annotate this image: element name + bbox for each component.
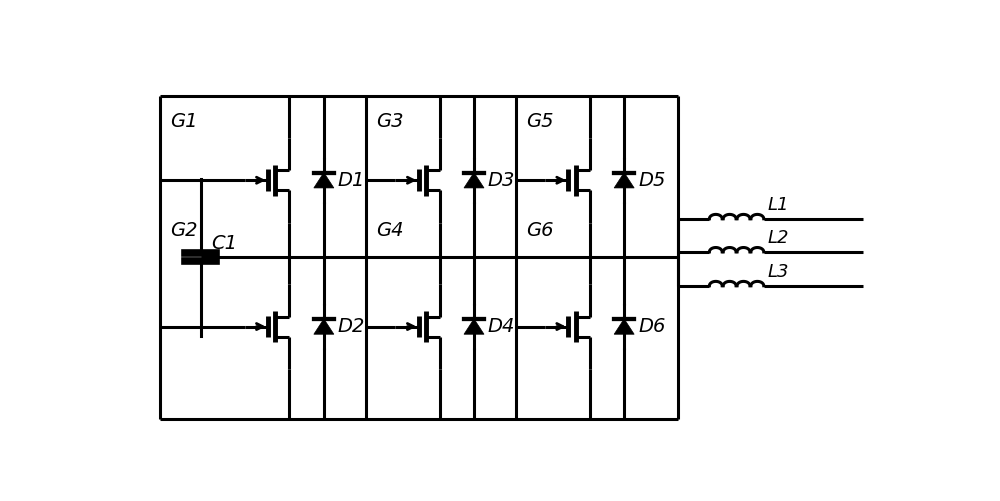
Text: D5: D5: [638, 171, 665, 190]
Text: G1: G1: [170, 113, 197, 131]
Text: G2: G2: [170, 221, 197, 240]
Text: D6: D6: [638, 317, 665, 336]
Text: G5: G5: [526, 113, 554, 131]
Text: C1: C1: [211, 234, 237, 253]
Text: D4: D4: [488, 317, 515, 336]
Polygon shape: [314, 172, 334, 188]
Polygon shape: [314, 319, 334, 334]
Text: G6: G6: [526, 221, 554, 240]
Text: L1: L1: [767, 196, 789, 214]
Polygon shape: [614, 172, 634, 188]
Polygon shape: [464, 319, 484, 334]
Text: D1: D1: [338, 171, 365, 190]
Text: D2: D2: [338, 317, 365, 336]
Polygon shape: [464, 172, 484, 188]
Text: G3: G3: [376, 113, 404, 131]
Text: D3: D3: [488, 171, 515, 190]
Polygon shape: [614, 319, 634, 334]
Text: L2: L2: [767, 229, 789, 247]
Text: L3: L3: [767, 263, 789, 281]
Text: G4: G4: [376, 221, 404, 240]
